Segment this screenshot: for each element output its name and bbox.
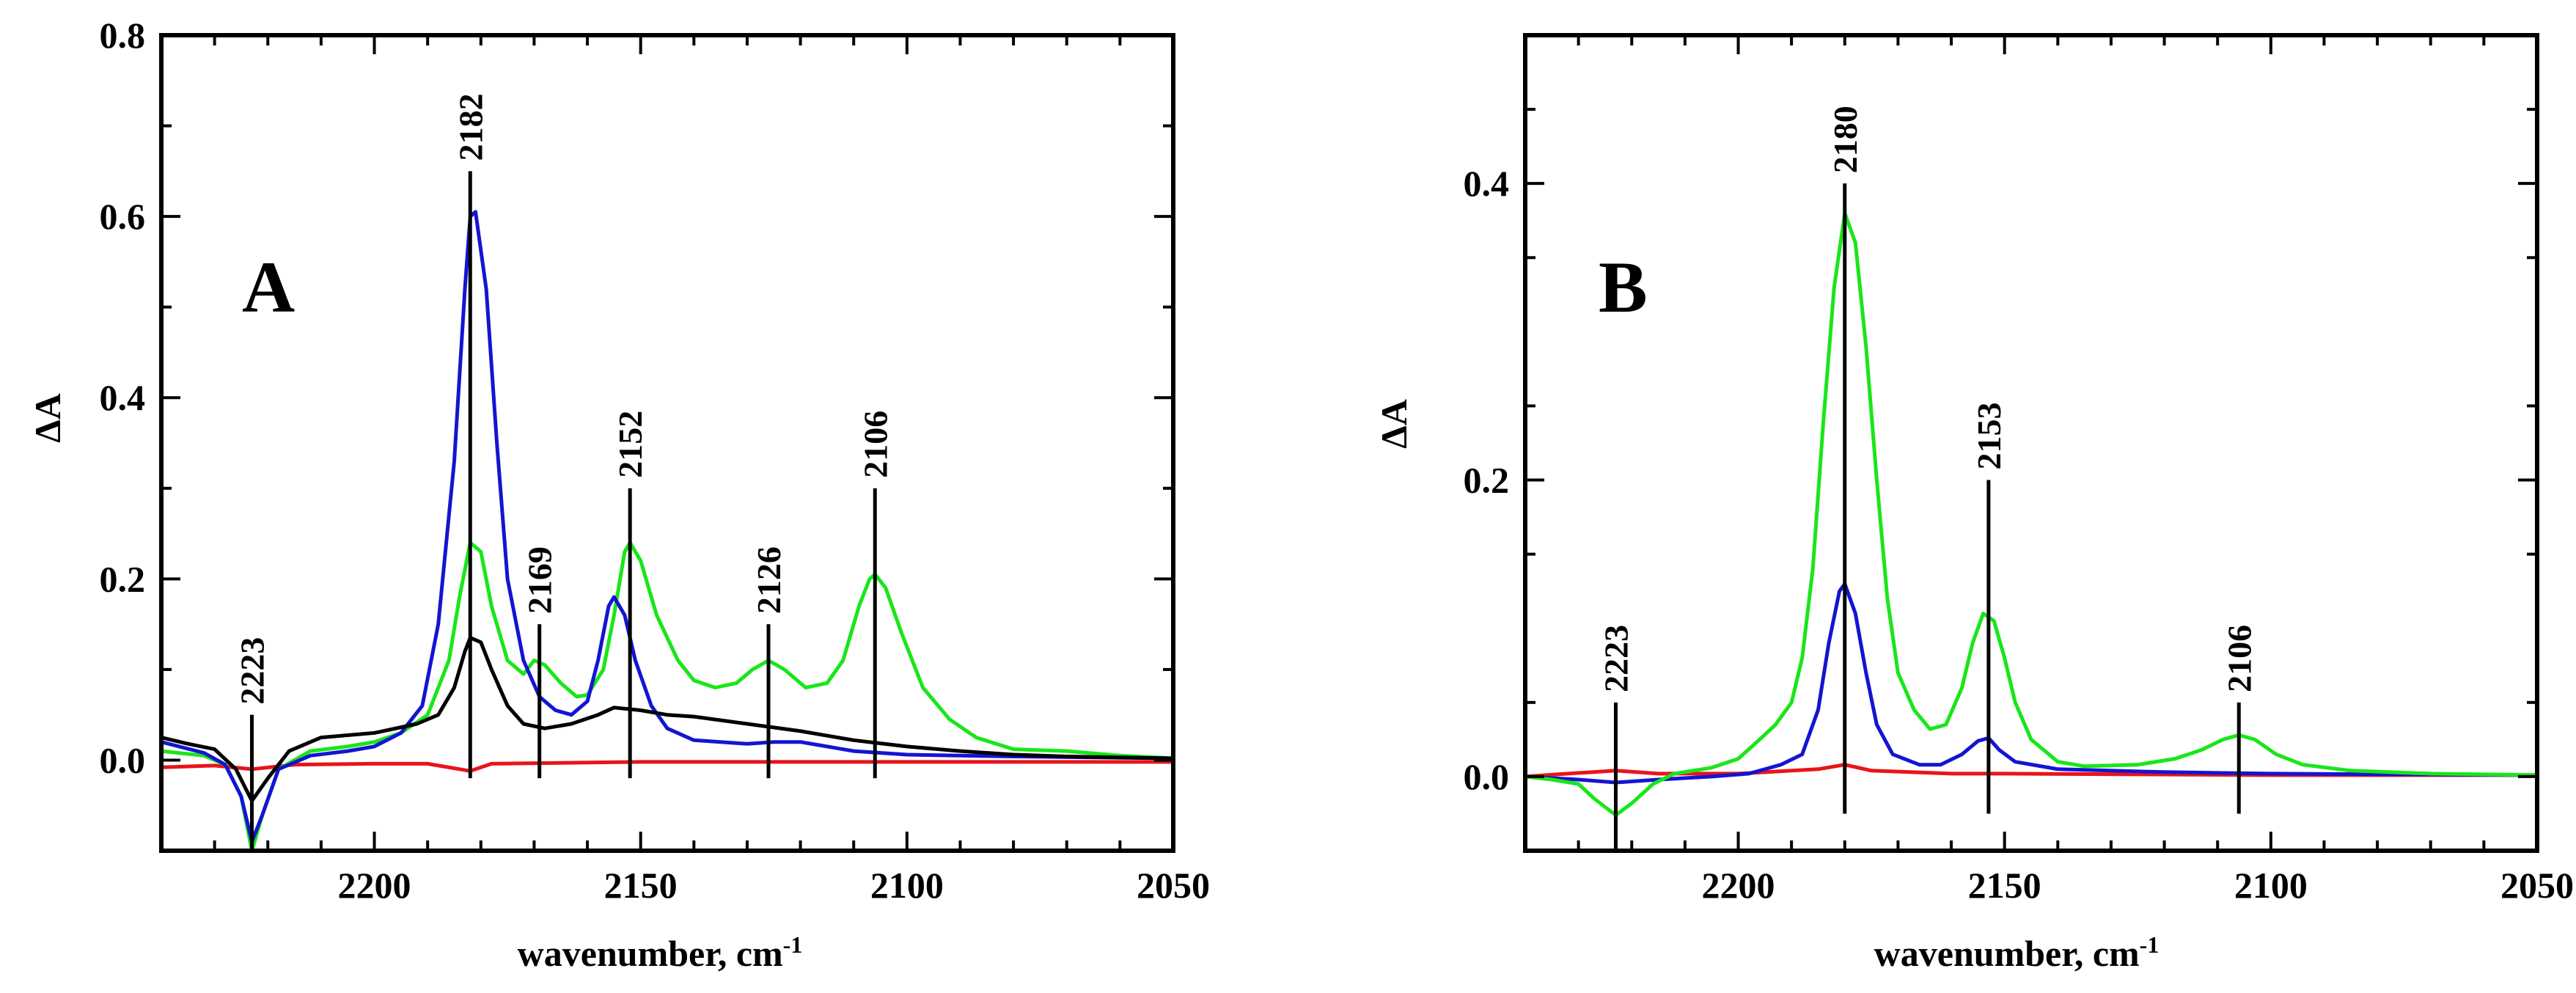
panel-a-x-tick-label: 2200 [338, 865, 411, 906]
panel-a-y-tick-label: 0.6 [100, 196, 146, 237]
panel-b-y-tick-label: 0.0 [1464, 756, 1510, 797]
panel-b-peak-markers: 2223 2180 2153 2106 [1597, 106, 2258, 851]
panel-b-axes: 2200 2150 2100 2050 0.0 0.2 0.4 [1464, 33, 2574, 906]
panel-a-peak-label-2106: 2106 [856, 411, 894, 478]
panel-b-series-red [1524, 763, 2537, 779]
panel-b-y-axis-title: ΔA [1373, 399, 1414, 448]
panel-a-x-axis-title: wavenumber, cm-1 [518, 931, 803, 974]
panel-a-series-black [161, 636, 1174, 803]
panel-a-peak-label-2182: 2182 [452, 93, 489, 161]
panel-a-plot-frame [159, 33, 1175, 853]
panel-a-peak-label-2223: 2223 [233, 637, 271, 705]
panel-b-series [1524, 211, 2538, 817]
panel-a-series-green [161, 541, 1174, 853]
panel-b-letter: B [1599, 246, 1648, 328]
panel-a-y-tick-label: 0.8 [100, 15, 146, 56]
panel-b-plot-frame [1523, 33, 2539, 853]
panel-a-peak-markers: 2223 2182 2169 2152 2126 2106 [233, 93, 894, 851]
panel-b-x-tick-label: 2200 [1702, 865, 1775, 906]
panel-a-y-tick-label: 0.0 [100, 739, 146, 780]
panel-a-peak-label-2152: 2152 [612, 411, 649, 478]
panel-b-peak-label-2180: 2180 [1827, 106, 1864, 173]
panel-b-chart: 2223 2180 2153 2106 2200 2150 2100 2050 0.0 0.2 0… [1373, 33, 2574, 974]
panel-b-series-blue [1524, 582, 2538, 785]
panel-a-axes: 2200 2150 2100 2050 0.0 0.2 0.4 0.6 0.8 [100, 15, 1211, 906]
panel-a-x-tick-label: 2050 [1137, 865, 1210, 906]
panel-b-y-tick-label: 0.4 [1464, 163, 1510, 204]
panel-a-series-red [161, 760, 1173, 773]
panel-a-x-tick-label: 2150 [604, 865, 678, 906]
panel-b-x-axis-title-text: wavenumber, cm [1874, 933, 2140, 974]
panel-a-letter: A [242, 246, 295, 328]
panel-a-y-tick-label: 0.2 [100, 558, 146, 599]
panel-b-x-axis-title-sup: -1 [2140, 931, 2159, 958]
panel-a-x-axis-title-sup: -1 [783, 931, 803, 958]
panel-b-x-axis-title: wavenumber, cm-1 [1874, 931, 2159, 974]
panel-b-x-tick-label: 2150 [1968, 865, 2041, 906]
panel-b-y-tick-label: 0.2 [1464, 460, 1510, 501]
panel-b-peak-label-2153: 2153 [1970, 403, 2008, 470]
panel-a-series-blue [161, 210, 1174, 844]
panel-b-x-tick-label: 2100 [2234, 865, 2308, 906]
panel-b-x-tick-label: 2050 [2500, 865, 2574, 906]
panel-a-chart: 2223 2182 2169 2152 2126 2106 2200 2150 2100 205… [27, 15, 1210, 974]
panel-b-series-green [1524, 211, 2538, 817]
panel-a-peak-label-2126: 2126 [750, 546, 788, 614]
panel-b-peak-label-2223: 2223 [1597, 625, 1634, 692]
panel-a-series [161, 210, 1174, 853]
panel-a-y-tick-label: 0.4 [100, 377, 146, 418]
panel-a-peak-label-2169: 2169 [521, 546, 559, 614]
panel-a-x-axis-title-text: wavenumber, cm [518, 933, 783, 974]
panel-a-y-axis-title: ΔA [27, 393, 68, 442]
panel-a-x-tick-label: 2100 [870, 865, 944, 906]
panel-b-peak-label-2106: 2106 [2220, 625, 2258, 692]
